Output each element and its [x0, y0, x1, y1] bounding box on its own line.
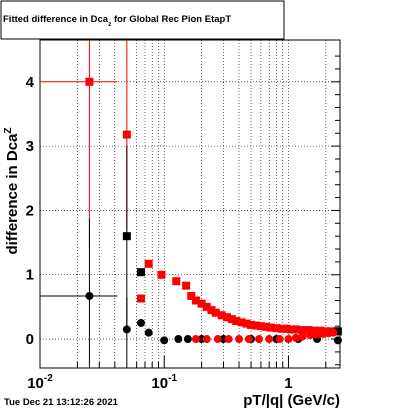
data-point-circle — [160, 336, 169, 345]
data-point-circle — [298, 332, 307, 341]
data-point-square — [242, 319, 251, 328]
data-point-square — [122, 130, 131, 139]
data-point-circle — [144, 328, 153, 337]
data-point-circle — [265, 335, 274, 344]
data-point-square — [217, 311, 226, 320]
chart-title: Fitted difference in Dcaz for Global Rec… — [3, 14, 231, 28]
x-axis-label: pT/|q| (GeV/c) — [243, 392, 340, 409]
data-point-circle — [275, 335, 284, 344]
data-point-square — [232, 317, 241, 326]
data-point-square — [136, 294, 145, 303]
data-point-circle — [122, 325, 131, 334]
data-point-circle — [291, 333, 300, 342]
data-point-square — [272, 324, 281, 333]
data-point-square — [298, 326, 307, 335]
data-point-circle — [85, 291, 94, 300]
data-points — [40, 40, 342, 368]
data-point-square — [187, 291, 196, 300]
data-point-square — [191, 296, 200, 305]
data-point-square — [157, 270, 166, 279]
data-point-circle — [235, 335, 244, 344]
data-point-square — [222, 313, 231, 322]
data-point-square — [277, 324, 286, 333]
x-tick-label: 10-1 — [151, 373, 177, 392]
y-tick-label: 4 — [26, 74, 35, 91]
data-point-square — [144, 259, 153, 268]
data-point-circle — [213, 335, 222, 344]
y-axis-label: difference in DcaZ — [3, 128, 21, 255]
data-point-square — [207, 306, 216, 315]
y-tick-label: 1 — [26, 267, 34, 284]
title-box: Fitted difference in Dcaz for Global Rec… — [0, 0, 285, 40]
data-point-square — [252, 321, 261, 330]
data-point-circle — [191, 335, 200, 344]
data-point-square — [211, 308, 220, 317]
data-point-circle — [183, 335, 192, 344]
data-point-square — [287, 325, 296, 334]
plot-frame — [39, 39, 341, 369]
data-point-square — [237, 318, 246, 327]
data-point-circle — [255, 335, 264, 344]
series-0 — [40, 40, 341, 336]
x-tick-label: 1 — [284, 375, 292, 392]
data-point-square — [202, 302, 211, 311]
data-point-square — [262, 322, 271, 331]
data-point-circle — [174, 335, 183, 344]
data-point-circle — [306, 331, 315, 340]
data-point-square — [333, 327, 342, 336]
timestamp: Tue Dec 21 13:12:26 2021 — [4, 397, 119, 408]
data-point-square — [309, 326, 318, 335]
data-point-circle — [202, 335, 211, 344]
data-point-square — [85, 77, 94, 86]
data-point-square — [266, 323, 275, 332]
data-point-square — [136, 268, 145, 277]
data-point-square — [247, 320, 256, 329]
data-point-square — [122, 232, 131, 241]
data-point-square — [316, 326, 325, 335]
series-2 — [40, 218, 342, 368]
data-point-square — [172, 277, 181, 286]
y-tick-label: 0 — [26, 331, 34, 348]
x-tick-label: 10-2 — [27, 373, 53, 392]
data-point-circle — [224, 335, 233, 344]
y-tick-label: 2 — [26, 202, 34, 219]
data-point-circle — [329, 328, 338, 337]
data-point-circle — [136, 318, 145, 327]
series-3 — [191, 328, 338, 344]
y-tick-label: 3 — [26, 138, 34, 155]
data-point-circle — [284, 335, 293, 344]
data-point-square — [197, 299, 206, 308]
data-point-square — [282, 324, 291, 333]
series-1 — [122, 146, 342, 336]
axes: 0 1 2 3 4 10-2 10-1 1 — [26, 55, 340, 392]
data-point-square — [182, 281, 191, 290]
data-point-square — [304, 326, 313, 335]
data-point-square — [227, 315, 236, 324]
data-point-square — [256, 322, 265, 331]
data-point-circle — [313, 330, 322, 339]
data-point-square — [291, 325, 300, 334]
data-point-circle — [244, 335, 253, 344]
data-point-circle — [333, 336, 342, 345]
